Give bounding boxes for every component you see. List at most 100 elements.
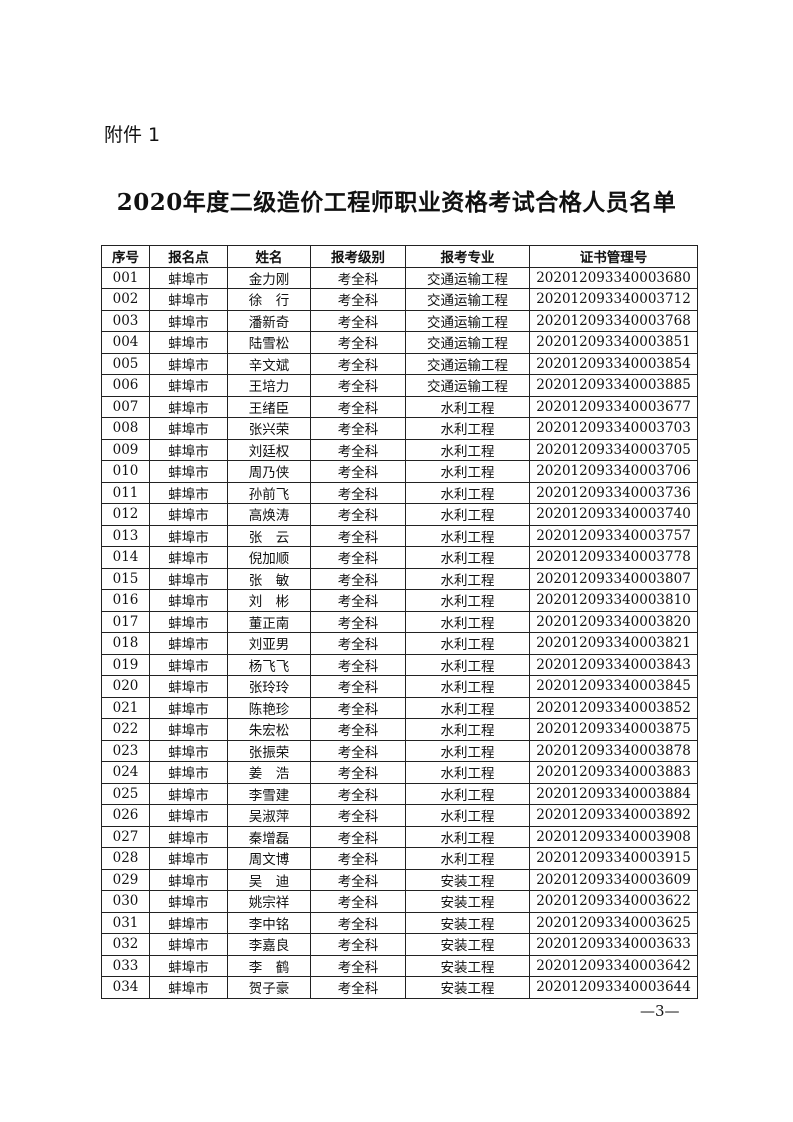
- cell-col-seq: 005: [101, 352, 150, 375]
- cell-col-cert: 202012093340003821: [529, 632, 698, 655]
- cell-col-cert: 202012093340003609: [529, 868, 698, 891]
- cell-col-major: 水利工程: [405, 804, 530, 827]
- cell-col-level: 考全科: [310, 632, 406, 655]
- cell-col-name: 金力刚: [227, 266, 311, 289]
- cell-col-site: 蚌埠市: [149, 632, 228, 655]
- table-row: 028 蚌埠市 周文博 考全科 水利工程 202012093340003915: [101, 847, 698, 870]
- cell-col-site: 蚌埠市: [149, 524, 228, 547]
- cell-col-level: 考全科: [310, 911, 406, 934]
- table-row: 017 蚌埠市 董正南 考全科 水利工程 202012093340003820: [101, 610, 698, 633]
- cell-col-level: 考全科: [310, 589, 406, 612]
- cell-col-name: 姚宗祥: [227, 890, 311, 913]
- cell-col-seq: 014: [101, 546, 150, 569]
- cell-col-name: 王绪臣: [227, 395, 311, 418]
- cell-col-name: 周乃侠: [227, 460, 311, 483]
- cell-col-major: 水利工程: [405, 653, 530, 676]
- cell-col-cert: 202012093340003884: [529, 782, 698, 805]
- cell-col-site: 蚌埠市: [149, 438, 228, 461]
- cell-col-major: 交通运输工程: [405, 288, 530, 311]
- cell-col-name: 陈艳珍: [227, 696, 311, 719]
- cell-col-seq: 017: [101, 610, 150, 633]
- cell-col-level: 考全科: [310, 933, 406, 956]
- cell-col-level: 考全科: [310, 847, 406, 870]
- cell-col-major: 水利工程: [405, 567, 530, 590]
- cell-col-major: 水利工程: [405, 847, 530, 870]
- cell-col-seq: 028: [101, 847, 150, 870]
- cell-col-major: 水利工程: [405, 825, 530, 848]
- cell-col-site: 蚌埠市: [149, 976, 228, 999]
- cell-col-name: 刘亚男: [227, 632, 311, 655]
- cell-col-major: 水利工程: [405, 632, 530, 655]
- cell-col-site: 蚌埠市: [149, 868, 228, 891]
- cell-col-name: 朱宏松: [227, 718, 311, 741]
- cell-col-level: 考全科: [310, 761, 406, 784]
- table-row: 029 蚌埠市吴 迪考全科 安装工程 202012093340003609: [101, 868, 698, 891]
- cell-col-cert: 202012093340003642: [529, 954, 698, 977]
- cell-col-name: 姜 浩: [227, 761, 311, 784]
- table-row: 025 蚌埠市 李雪建 考全科 水利工程 202012093340003884: [101, 782, 698, 805]
- cell-col-site: 蚌埠市: [149, 739, 228, 762]
- cell-col-name: 周文博: [227, 847, 311, 870]
- cell-col-major: 交通运输工程: [405, 266, 530, 289]
- cell-col-level: 考全科: [310, 331, 406, 354]
- cell-col-seq: 033: [101, 954, 150, 977]
- cell-col-seq: 003: [101, 309, 150, 332]
- cell-col-level: 考全科: [310, 718, 406, 741]
- cell-col-cert: 202012093340003807: [529, 567, 698, 590]
- cell-col-major: 安装工程: [405, 890, 530, 913]
- cell-col-site: 蚌埠市: [149, 761, 228, 784]
- table-row: 012 蚌埠市 高焕涛 考全科 水利工程 202012093340003740: [101, 503, 698, 526]
- cell-col-major: 水利工程: [405, 675, 530, 698]
- cell-col-level: 考全科: [310, 309, 406, 332]
- cell-col-seq: 027: [101, 825, 150, 848]
- cell-col-seq: 009: [101, 438, 150, 461]
- cell-col-site: 蚌埠市: [149, 331, 228, 354]
- cell-col-site: 蚌埠市: [149, 503, 228, 526]
- cell-col-site: 蚌埠市: [149, 610, 228, 633]
- cell-col-site: 蚌埠市: [149, 395, 228, 418]
- cell-col-level: 考全科: [310, 395, 406, 418]
- table-row: 018 蚌埠市 刘亚男 考全科 水利工程 202012093340003821: [101, 632, 698, 655]
- cell-col-level: 考全科: [310, 481, 406, 504]
- cell-col-site: 蚌埠市: [149, 653, 228, 676]
- cell-col-major: 水利工程: [405, 718, 530, 741]
- cell-col-site: 蚌埠市: [149, 546, 228, 569]
- header-col-seq: 序号: [101, 245, 150, 268]
- table-row: 009 蚌埠市 刘廷权 考全科 水利工程 202012093340003705: [101, 438, 698, 461]
- cell-col-seq: 032: [101, 933, 150, 956]
- cell-col-level: 考全科: [310, 653, 406, 676]
- cell-col-major: 安装工程: [405, 933, 530, 956]
- cell-col-major: 水利工程: [405, 438, 530, 461]
- cell-col-major: 安装工程: [405, 976, 530, 999]
- cell-col-seq: 020: [101, 675, 150, 698]
- cell-col-site: 蚌埠市: [149, 352, 228, 375]
- cell-col-major: 水利工程: [405, 696, 530, 719]
- cell-col-cert: 202012093340003875: [529, 718, 698, 741]
- cell-col-major: 交通运输工程: [405, 309, 530, 332]
- cell-col-seq: 004: [101, 331, 150, 354]
- cell-col-site: 蚌埠市: [149, 890, 228, 913]
- cell-col-name: 吴 迪: [227, 868, 311, 891]
- cell-col-cert: 202012093340003892: [529, 804, 698, 827]
- table-row: 033 蚌埠市李 鹤考全科 安装工程 202012093340003642: [101, 954, 698, 977]
- cell-col-seq: 001: [101, 266, 150, 289]
- cell-col-cert: 202012093340003810: [529, 589, 698, 612]
- cell-col-site: 蚌埠市: [149, 675, 228, 698]
- cell-col-cert: 202012093340003677: [529, 395, 698, 418]
- cell-col-cert: 202012093340003845: [529, 675, 698, 698]
- cell-col-major: 水利工程: [405, 417, 530, 440]
- cell-col-name: 张振荣: [227, 739, 311, 762]
- table-row: 026 蚌埠市 吴淑萍 考全科 水利工程 202012093340003892: [101, 804, 698, 827]
- table-row: 010 蚌埠市 周乃侠 考全科 水利工程 202012093340003706: [101, 460, 698, 483]
- table-row: 007 蚌埠市 王绪臣 考全科 水利工程 202012093340003677: [101, 395, 698, 418]
- table-row: 006 蚌埠市 王培力 考全科 交通运输工程 202012093340003885: [101, 374, 698, 397]
- cell-col-seq: 034: [101, 976, 150, 999]
- cell-col-cert: 202012093340003854: [529, 352, 698, 375]
- table-row: 023 蚌埠市 张振荣 考全科 水利工程 202012093340003878: [101, 739, 698, 762]
- cell-col-site: 蚌埠市: [149, 481, 228, 504]
- cell-col-seq: 022: [101, 718, 150, 741]
- cell-col-major: 水利工程: [405, 782, 530, 805]
- cell-col-name: 贺子豪: [227, 976, 311, 999]
- cell-col-seq: 015: [101, 567, 150, 590]
- table-row: 024 蚌埠市姜 浩考全科 水利工程 202012093340003883: [101, 761, 698, 784]
